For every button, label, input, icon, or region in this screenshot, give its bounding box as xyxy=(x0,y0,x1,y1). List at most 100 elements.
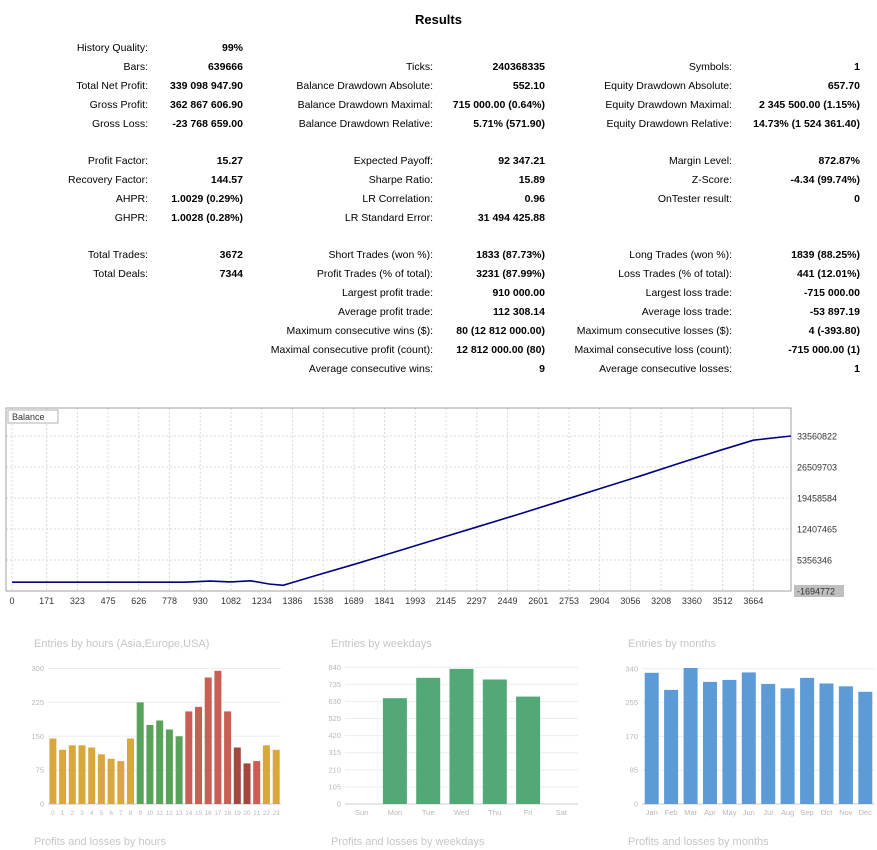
stat-value: 144.57 xyxy=(210,173,243,186)
stats-row: Recovery Factor: 144.57 Sharpe Ratio: 15.89… xyxy=(0,170,877,189)
tick-label: 3056 xyxy=(620,596,640,606)
chart-title-months: Entries by months xyxy=(628,638,717,650)
bar xyxy=(78,745,86,804)
stat-value: 3231 (87.99%) xyxy=(476,267,545,280)
tick-label: 0 xyxy=(634,800,638,809)
tick-label: 225 xyxy=(31,698,44,707)
tick-label: Wed xyxy=(454,808,469,817)
stat-value: 5.71% (571.90) xyxy=(473,117,545,130)
stat-label: Average consecutive wins: xyxy=(308,362,433,375)
stat-value: 4 (-393.80) xyxy=(808,324,860,337)
page-title: Results xyxy=(415,12,462,27)
stat-label: Equity Drawdown Absolute: xyxy=(604,79,732,92)
tick-label: Sep xyxy=(800,808,813,817)
stat-label: Largest loss trade: xyxy=(645,286,732,299)
stat-label: LR Standard Error: xyxy=(344,211,433,224)
tick-label: Feb xyxy=(665,808,678,817)
tick-label: 525 xyxy=(328,714,341,723)
tick-label: 171 xyxy=(39,596,54,606)
bar xyxy=(146,725,154,804)
tick-label: 1234 xyxy=(252,596,272,606)
stat-label: LR Correlation: xyxy=(362,192,433,205)
stat-label: Recovery Factor: xyxy=(68,173,148,186)
tick-label: 18 xyxy=(224,810,232,817)
tick-label: 2297 xyxy=(467,596,487,606)
bar xyxy=(233,747,241,804)
tick-label: Aug xyxy=(781,808,794,817)
stat-value: 0.96 xyxy=(524,192,545,205)
stat-value: 15.89 xyxy=(518,173,545,186)
stats-row: GHPR: 1.0028 (0.28%) LR Standard Error: 31 … xyxy=(0,208,877,227)
tick-label: 8 xyxy=(129,810,133,817)
tick-label: 2904 xyxy=(590,596,610,606)
stat-value: 441 (12.01%) xyxy=(796,267,860,280)
stat-label: Gross Loss: xyxy=(91,117,148,130)
stat-value: 1 xyxy=(854,362,860,375)
stat-value: 240368335 xyxy=(492,60,545,73)
stat-label: Average loss trade: xyxy=(641,305,732,318)
tick-label: 26509703 xyxy=(797,463,837,473)
bar xyxy=(175,736,183,804)
bar xyxy=(838,686,853,804)
chart-footer-hours: Profits and losses by hours xyxy=(34,836,167,848)
stat-value: 339 098 947.90 xyxy=(170,79,243,92)
tick-label: 2601 xyxy=(528,596,548,606)
stat-label: Equity Drawdown Relative: xyxy=(606,117,732,130)
bar-charts-row: Entries by hours (Asia,Europe,USA) 0 75 15… xyxy=(22,638,877,848)
balance-graph[interactable]: 0 171 323 475 626 778 930 1082 1234 1386 1538 1689 1… xyxy=(0,404,877,616)
stat-value: 552.10 xyxy=(512,79,545,92)
bar xyxy=(683,668,698,804)
stat-label: Loss Trades (% of total): xyxy=(618,267,732,280)
bar xyxy=(204,677,212,804)
balance-chart: 0 171 323 475 626 778 930 1082 1234 1386 1538 1689 1… xyxy=(0,404,877,616)
tick-label: Apr xyxy=(704,808,716,817)
tick-label: 21 xyxy=(253,810,261,817)
tick-label: 630 xyxy=(328,697,341,706)
tick-label: Jul xyxy=(763,808,773,817)
chart-title-weekdays: Entries by weekdays xyxy=(331,638,432,650)
bar xyxy=(136,702,144,804)
stat-value: 362 867 606.90 xyxy=(170,98,243,111)
stat-label: Balance Drawdown Relative: xyxy=(298,117,433,130)
tick-label: 6 xyxy=(109,810,113,817)
tick-label: Mar xyxy=(684,808,697,817)
tick-label: 0 xyxy=(51,810,55,817)
stat-label: Bars: xyxy=(123,60,148,73)
tick-label: 150 xyxy=(31,732,44,741)
tick-label: May xyxy=(722,808,736,817)
bar xyxy=(382,698,407,804)
stat-value: -4.34 (99.74%) xyxy=(790,173,860,186)
tick-label: 420 xyxy=(328,731,341,740)
stats-row: Maximal consecutive profit (count): 12 81… xyxy=(0,340,877,359)
tick-label: 19458584 xyxy=(797,494,837,504)
bar xyxy=(416,677,441,804)
tick-label: 85 xyxy=(630,766,638,775)
tick-label: 17 xyxy=(214,810,222,817)
entries-by-months-chart: Entries by months 0 85 170 255 340 Jan Feb Mar A… xyxy=(616,638,877,848)
tick-label: Jun xyxy=(743,808,755,817)
bar xyxy=(482,679,507,804)
stat-value: 80 (12 812 000.00) xyxy=(456,324,545,337)
bar xyxy=(516,696,541,804)
tick-label: 1993 xyxy=(405,596,425,606)
tick-label: Oct xyxy=(821,808,834,817)
stat-value: 0 xyxy=(854,192,860,205)
stats-section: Profit Factor: 15.27 Expected Payoff: 92 34… xyxy=(0,151,877,227)
stats-section: History Quality: 99% Bars: 639666 Ticks: 2403… xyxy=(0,38,877,133)
tick-label: Dec xyxy=(859,808,873,817)
tick-label: Jan xyxy=(646,808,658,817)
tick-label: 5 xyxy=(100,810,104,817)
stat-value: 12 812 000.00 (80) xyxy=(456,343,545,356)
tick-label: 323 xyxy=(70,596,85,606)
bar xyxy=(49,738,57,804)
chart-footer-months: Profits and losses by months xyxy=(628,836,769,848)
tick-label: 75 xyxy=(36,766,44,775)
tick-label: 12407465 xyxy=(797,525,837,535)
tick-label: 1538 xyxy=(313,596,333,606)
tick-label: 300 xyxy=(31,664,44,673)
stat-value: 92 347.21 xyxy=(498,154,545,167)
stats-row: Gross Loss: -23 768 659.00 Balance Drawdow… xyxy=(0,114,877,133)
tick-label: 15 xyxy=(195,810,203,817)
bar xyxy=(224,711,232,804)
stats-row: Bars: 639666 Ticks: 240368335 Symbols: 1 xyxy=(0,57,877,76)
